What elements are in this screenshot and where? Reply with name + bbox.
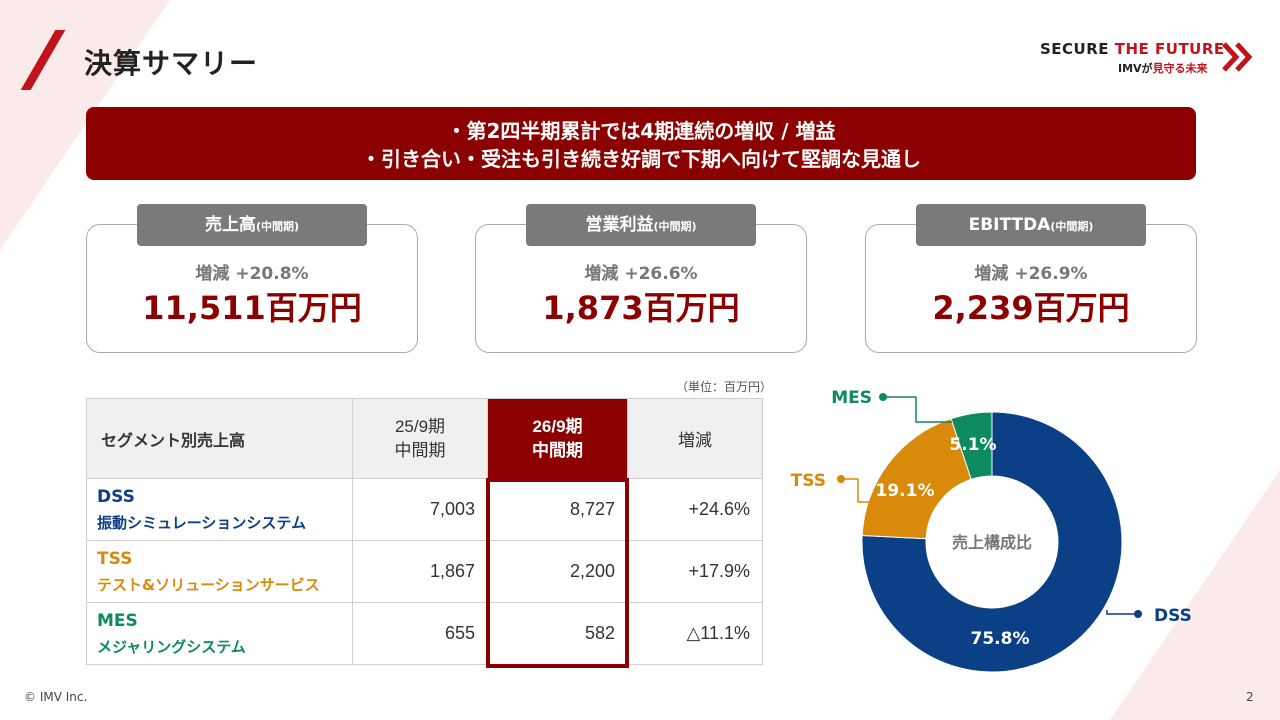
brand-logo: SECURE THE FUTURE IMVが見守る未来 (1040, 40, 1260, 76)
double-chevron-icon (1222, 42, 1253, 72)
segment-name: MES メジャリングシステム (86, 602, 353, 665)
kpi-card-operating-profit: 営業利益(中間期) 増減 +26.6% 1,873百万円 (475, 204, 807, 353)
copyright: © IMV Inc. (24, 690, 88, 704)
kpi-label: 売上高(中間期) (137, 204, 367, 246)
callout-dot-tss (837, 475, 845, 483)
table-header-row: セグメント別売上高 25/9期 中間期 26/9期 中間期 増減 (86, 398, 763, 479)
kpi-label: 営業利益(中間期) (526, 204, 756, 246)
header-change: 増減 (627, 398, 763, 479)
donut-label-dss: 75.8% (971, 629, 1030, 649)
change-value: +17.9% (627, 540, 763, 603)
prev-value: 655 (352, 602, 488, 665)
change-value: △11.1% (627, 602, 763, 665)
callout-dot-mes (879, 393, 887, 401)
brand-tagline: SECURE THE FUTURE (1040, 40, 1225, 58)
donut-label-tss: 19.1% (876, 481, 935, 501)
donut-slice-dss (861, 411, 1123, 673)
callout-label-tss: TSS (791, 471, 826, 491)
prev-value: 7,003 (352, 478, 488, 541)
page-number: 2 (1246, 690, 1254, 704)
donut-slice-tss (861, 417, 972, 540)
callout-line-dss (1106, 610, 1138, 615)
table-row: MES メジャリングシステム 655 582 △11.1% (86, 602, 763, 665)
prev-value: 1,867 (352, 540, 488, 603)
donut-slice-mes (950, 411, 993, 480)
page-title: 決算サマリー (84, 47, 259, 80)
sales-composition-donut-chart: 75.8% 19.1% 5.1% 売上構成比 DSS TSS MES (791, 388, 1192, 673)
summary-banner: ・第2四半期累計では4期連続の増収 / 増益 ・引き合い・受注も引き続き好調で下… (86, 107, 1196, 180)
segment-name: TSS テスト&ソリューションサービス (86, 540, 353, 603)
callout-label-dss: DSS (1154, 606, 1192, 626)
header-prev-period: 25/9期 中間期 (352, 398, 488, 479)
kpi-value: 2,239百万円 (932, 289, 1130, 327)
banner-line: ・第2四半期累計では4期連続の増収 / 増益 (446, 119, 836, 143)
kpi-change: 増減 +26.6% (584, 264, 698, 284)
curr-value: 2,200 (487, 540, 628, 603)
callout-dot-dss (1134, 610, 1142, 618)
callout-line-mes (883, 396, 952, 423)
header-segment: セグメント別売上高 (86, 398, 353, 479)
kpi-change: 増減 +26.9% (974, 264, 1088, 284)
kpi-change: 増減 +20.8% (195, 264, 309, 284)
curr-value: 8,727 (487, 478, 628, 541)
callout-label-mes: MES (831, 388, 872, 408)
donut-center-label: 売上構成比 (952, 533, 1032, 552)
donut-label-mes: 5.1% (949, 435, 996, 455)
kpi-value: 1,873百万円 (542, 289, 740, 327)
table-row: DSS 振動シミュレーションシステム 7,003 8,727 +24.6% (86, 478, 763, 541)
curr-value: 582 (487, 602, 628, 665)
brand-subtagline: IMVが見守る未来 (1118, 62, 1208, 75)
background-triangle-bottom-right (1110, 470, 1280, 720)
banner-line: ・引き合い・受注も引き続き好調で下期へ向けて堅調な見通し (361, 147, 921, 171)
header-curr-period: 26/9期 中間期 (487, 398, 628, 479)
change-value: +24.6% (627, 478, 763, 541)
segment-name: DSS 振動シミュレーションシステム (86, 478, 353, 541)
unit-note: （単位：百万円） (676, 380, 773, 394)
kpi-card-sales: 売上高(中間期) 増減 +20.8% 11,511百万円 (86, 204, 418, 353)
callout-line-tss (841, 478, 872, 503)
kpi-card-ebittda: EBITTDA(中間期) 増減 +26.9% 2,239百万円 (865, 204, 1197, 353)
table-row: TSS テスト&ソリューションサービス 1,867 2,200 +17.9% (86, 540, 763, 603)
kpi-label: EBITTDA(中間期) (916, 204, 1146, 246)
kpi-value: 11,511百万円 (142, 289, 362, 327)
segment-sales-table: セグメント別売上高 25/9期 中間期 26/9期 中間期 増減 DSS 振動シミュレ… (86, 398, 763, 665)
